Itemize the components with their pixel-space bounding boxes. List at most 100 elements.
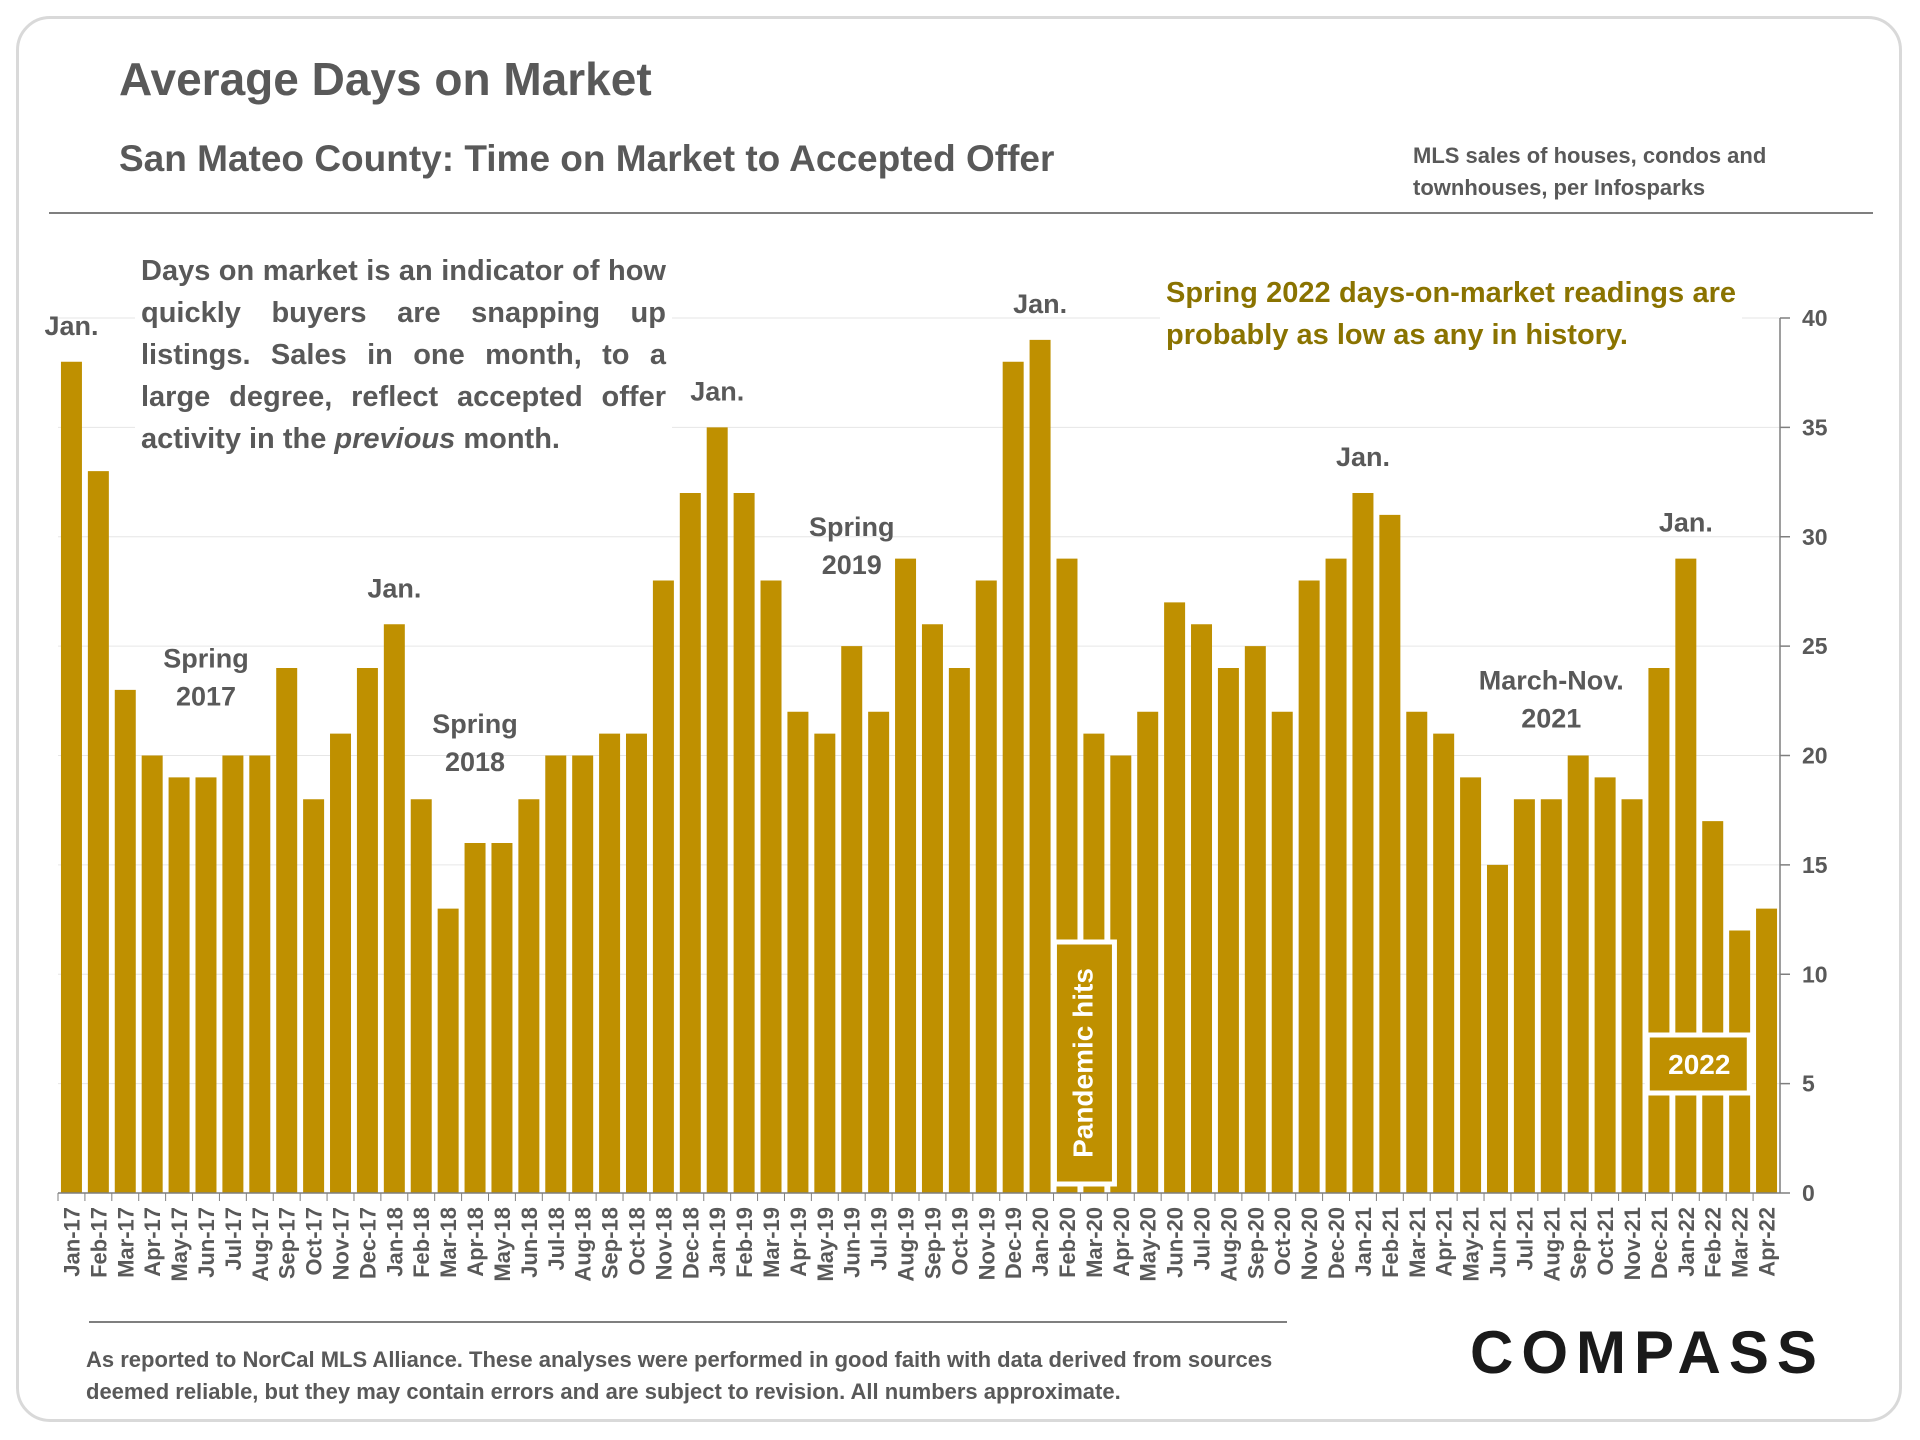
bar-jul-18 [545,755,567,1193]
x-tick-label: Mar-20 [1082,1207,1107,1278]
bar-jul-17 [222,755,244,1193]
year-2022-label: 2022 [1668,1049,1730,1080]
y-tick-label: 30 [1802,524,1828,550]
x-tick-label: Sep-20 [1243,1207,1268,1279]
x-tick-label: Feb-21 [1378,1207,1403,1278]
x-tick-label: Aug-20 [1216,1207,1241,1282]
x-tick-label: Dec-19 [1001,1207,1026,1279]
x-tick-label: Jul-19 [867,1207,892,1271]
x-tick-label: May-19 [813,1207,838,1282]
footnote: As reported to NorCal MLS Alliance. Thes… [86,1347,1273,1404]
bar-apr-19 [787,711,809,1193]
bar-may-20 [1137,711,1159,1193]
x-tick-label: Aug-18 [571,1207,596,1282]
header-divider [49,212,1873,214]
y-tick-label: 25 [1802,633,1828,659]
year-2022-label-box [1644,1032,1752,1096]
annotation-label: 2017 [176,681,236,711]
annotation-label: Spring [163,643,249,673]
x-tick-label: Feb-17 [86,1207,111,1278]
footer-divider [89,1321,1287,1323]
annotation-label: Jan. [44,311,98,341]
bar-aug-20 [1217,668,1239,1193]
x-tick-label: Jun-17 [194,1207,219,1278]
x-tick-label: Jul-18 [544,1207,569,1271]
compass-logo: COMPASS [1470,1319,1825,1386]
chart-frame [16,16,1902,1422]
x-tick-label: Mar-19 [759,1207,784,1278]
bar-sep-21 [1567,755,1589,1193]
annotation-label: Jan. [690,376,744,406]
x-tick-label: Jan-18 [382,1207,407,1277]
x-tick-label: Jul-21 [1512,1207,1537,1271]
bar-oct-17 [303,799,325,1193]
x-tick-label: Nov-18 [651,1207,676,1280]
y-tick-label: 0 [1802,1180,1815,1206]
chart-title: Average Days on Market [119,53,652,105]
x-tick-label: Jun-19 [840,1207,865,1278]
x-tick-label: Jan-19 [705,1207,730,1277]
bar-mar-18 [437,908,459,1193]
bar-feb-22 [1702,821,1724,1193]
y-tick-label: 15 [1802,852,1828,878]
bar-oct-18 [625,733,647,1193]
annotation-label: Jan. [367,573,421,603]
x-tick-label: Aug-19 [894,1207,919,1282]
x-tick-label: Feb-20 [1055,1207,1080,1278]
spring-2022-note: Spring 2022 days-on-market readings are … [1160,270,1742,358]
x-tick-label: Feb-18 [409,1207,434,1278]
x-tick-label: Jan-21 [1351,1207,1376,1277]
x-tick-label: May-18 [490,1207,515,1282]
bar-jun-20 [1164,602,1186,1193]
x-tick-label: Jun-21 [1485,1207,1510,1278]
bar-may-18 [491,843,513,1193]
bar-jul-19 [868,711,890,1193]
bar-feb-19 [733,493,755,1193]
bar-jan-20 [1029,339,1051,1193]
bar-apr-21 [1433,733,1455,1193]
x-tick-label: Sep-18 [598,1207,623,1279]
x-tick-label: Apr-22 [1755,1207,1780,1277]
y-tick-label: 40 [1802,305,1828,331]
bar-feb-18 [410,799,432,1193]
bar-jun-19 [841,646,863,1193]
x-tick-label: Jan-22 [1674,1207,1699,1277]
bar-may-17 [168,777,190,1193]
bar-jul-21 [1513,799,1535,1193]
x-tick-label: Apr-19 [786,1207,811,1277]
x-tick-label: Nov-19 [974,1207,999,1280]
x-tick-label: Mar-22 [1728,1207,1753,1278]
y-tick-label: 5 [1802,1071,1815,1097]
annotation-label: Spring [432,709,518,739]
bar-may-21 [1460,777,1482,1193]
bar-jan-21 [1352,493,1374,1193]
x-tick-label: Oct-20 [1270,1207,1295,1275]
bar-aug-21 [1540,799,1562,1193]
bar-feb-17 [87,471,109,1193]
bar-oct-20 [1271,711,1293,1193]
x-tick-label: Feb-22 [1701,1207,1726,1278]
bar-jun-21 [1486,864,1508,1193]
bar-sep-17 [276,668,298,1193]
annotation-label: Jan. [1013,289,1067,319]
x-tick-label: Dec-17 [355,1207,380,1279]
x-tick-label: May-20 [1136,1207,1161,1282]
bar-dec-19 [1002,361,1024,1193]
bar-aug-17 [249,755,271,1193]
pandemic-label: Pandemic hits [1067,968,1098,1158]
x-tick-label: May-21 [1459,1207,1484,1282]
bar-dec-17 [356,668,378,1193]
x-tick-label: Jul-17 [221,1207,246,1271]
annotation-label: Spring [809,512,895,542]
annotation-label: 2018 [445,747,505,777]
bar-nov-17 [330,733,352,1193]
x-tick-label: Sep-21 [1566,1207,1591,1279]
x-tick-label: Oct-17 [302,1207,327,1275]
bar-aug-19 [895,558,917,1193]
bar-sep-18 [599,733,621,1193]
x-tick-label: Mar-17 [113,1207,138,1278]
x-tick-label: Apr-20 [1109,1207,1134,1277]
bar-may-19 [814,733,836,1193]
y-tick-label: 20 [1802,743,1828,769]
